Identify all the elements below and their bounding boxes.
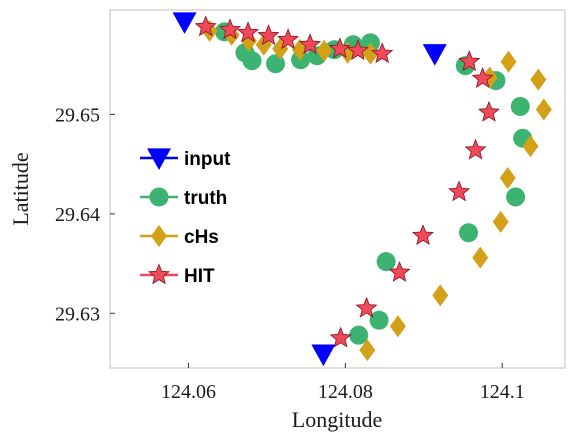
point-truth [376,252,396,272]
point-chs [500,50,517,73]
legend-marker-truth [149,187,169,207]
legend-item-hit: HIT [140,263,215,287]
legend-marker-hit [147,263,171,285]
point-input [422,44,447,66]
x-tick-label: 124.06 [161,381,216,403]
axes: 124.06 124.08 124.1 29.63 29.64 29.65 [55,104,525,403]
point-hit [411,224,435,246]
point-hit [477,100,500,122]
point-truth [459,223,479,243]
legend: input truth cHs HIT [140,148,231,287]
x-axis-label: Longitude [292,407,382,432]
point-hit [371,42,394,64]
point-hit [237,21,260,43]
series-input [172,12,447,367]
data-marks [172,12,552,367]
point-chs [472,246,489,269]
point-hit [388,260,411,282]
point-hit [329,326,352,348]
point-hit [219,18,242,40]
plot-area [109,9,566,369]
point-chs [359,339,376,362]
y-axis-label: Latitude [8,152,33,225]
x-tick-label: 124.08 [318,381,373,403]
point-truth [242,51,262,71]
point-chs [499,167,516,190]
point-hit [448,180,471,202]
point-hit [346,39,369,61]
point-hit [299,33,322,55]
point-truth [506,187,526,207]
point-chs [530,68,547,91]
legend-label: truth [184,188,227,209]
legend-label: input [184,149,231,170]
legend-marker-chs [151,225,167,247]
point-input [311,344,336,367]
point-hit [464,138,487,160]
point-truth [510,96,530,116]
point-chs [522,135,539,158]
series-hit [194,15,500,348]
point-hit [194,15,217,37]
point-chs [535,98,552,121]
y-tick-label: 29.63 [55,303,100,325]
point-chs [432,284,449,307]
y-tick-label: 29.65 [55,104,100,126]
point-truth [349,325,369,345]
point-hit [257,24,280,46]
y-tick-label: 29.64 [55,204,100,226]
point-hit [277,28,300,50]
legend-marker-input [147,148,171,170]
point-hit [355,296,378,318]
point-hit [458,50,481,72]
legend-label: cHs [184,227,219,248]
legend-item-chs: cHs [140,225,219,248]
legend-item-input: input [140,148,231,170]
point-chs [316,39,333,62]
point-chs [389,315,406,338]
x-tick-label: 124.1 [480,381,525,403]
point-input [172,12,197,34]
point-hit [328,37,351,59]
legend-item-truth: truth [140,187,227,209]
point-hit [471,67,494,88]
point-truth [369,310,389,330]
legend-label: HIT [184,266,215,287]
point-chs [492,210,509,233]
